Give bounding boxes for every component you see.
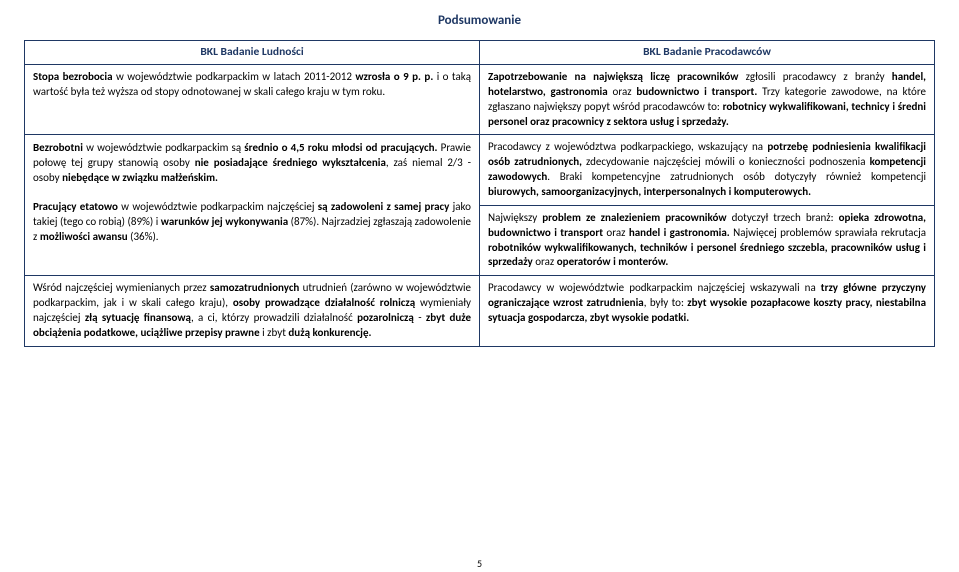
column-header-right: BKL Badanie Pracodawców bbox=[480, 40, 935, 65]
table-row: Stopa bezrobocia w województwie podkarpa… bbox=[25, 65, 935, 135]
summary-table: BKL Badanie Ludności BKL Badanie Pracoda… bbox=[24, 40, 935, 347]
cell-left-4: Wśród najczęściej wymienianych przez sam… bbox=[25, 276, 480, 346]
cell-left-2-3: Bezrobotni w województwie podkarpackim s… bbox=[25, 135, 480, 276]
page-title: Podsumowanie bbox=[24, 12, 935, 30]
cell-right-3: Największy problem ze znalezieniem praco… bbox=[480, 205, 935, 275]
column-header-left: BKL Badanie Ludności bbox=[25, 40, 480, 65]
paragraph-left-2: Bezrobotni w województwie podkarpackim s… bbox=[33, 141, 471, 186]
cell-right-2: Pracodawcy z województwa podkarpackiego,… bbox=[480, 135, 935, 205]
cell-left-1: Stopa bezrobocia w województwie podkarpa… bbox=[25, 65, 480, 135]
cell-right-1: Zapotrzebowanie na największą liczę prac… bbox=[480, 65, 935, 135]
table-row: Wśród najczęściej wymienianych przez sam… bbox=[25, 276, 935, 346]
page-number: 5 bbox=[0, 557, 959, 571]
paragraph-left-3: Pracujący etatowo w województwie podkarp… bbox=[33, 200, 471, 245]
table-row: Bezrobotni w województwie podkarpackim s… bbox=[25, 135, 935, 205]
cell-right-4: Pracodawcy w województwie podkarpackim n… bbox=[480, 276, 935, 346]
